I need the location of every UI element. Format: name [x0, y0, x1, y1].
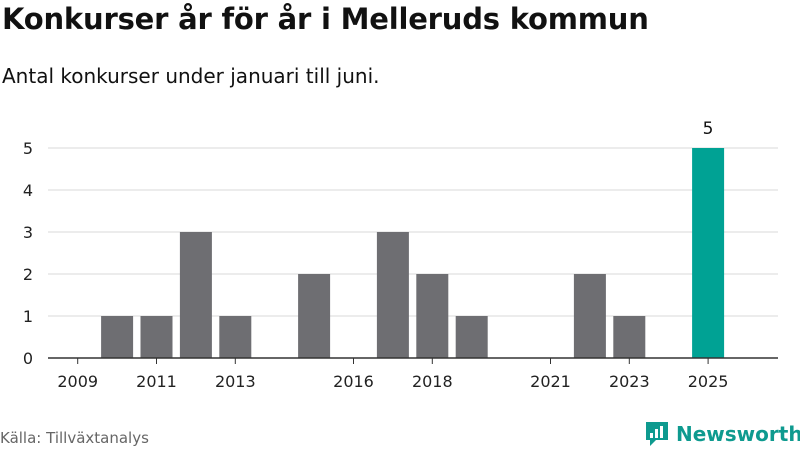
bar-2017	[376, 232, 409, 358]
x-tick-label: 2011	[136, 372, 177, 391]
source-note: Källa: Tillväxtanalys	[0, 429, 149, 447]
x-tick-label: 2023	[609, 372, 650, 391]
y-tick-label: 4	[23, 181, 33, 200]
y-tick-label: 5	[23, 139, 33, 158]
bar-2013	[219, 316, 252, 358]
bar-2022	[573, 274, 606, 358]
x-tick-label: 2013	[215, 372, 256, 391]
bar-2012	[179, 232, 212, 358]
x-tick-label: 2025	[688, 372, 729, 391]
bar-2025	[692, 148, 725, 358]
y-tick-label: 2	[23, 265, 33, 284]
bar-2019	[455, 316, 488, 358]
x-tick-label: 2018	[412, 372, 453, 391]
data-label: 5	[703, 119, 714, 139]
chart-subtitle: Antal konkurser under januari till juni.	[2, 64, 380, 88]
x-tick-label: 2021	[530, 372, 571, 391]
y-tick-label: 3	[23, 223, 33, 242]
newsworthy-logo: Newsworthy	[644, 420, 800, 448]
bar-2010	[101, 316, 134, 358]
newsworthy-logo-icon	[646, 422, 668, 446]
bar-2023	[613, 316, 646, 358]
y-tick-label: 0	[23, 349, 33, 368]
bar-2015	[298, 274, 331, 358]
newsworthy-logo-text: Newsworthy	[676, 422, 800, 446]
bar-2018	[416, 274, 449, 358]
x-tick-label: 2016	[333, 372, 374, 391]
x-tick-label: 2009	[57, 372, 98, 391]
y-tick-label: 1	[23, 307, 33, 326]
bar-chart: 0 1 2 3 4 5 2009 2011 2013 2016 2018 2021 2023 2025 5	[23, 119, 778, 391]
chart-title: Konkurser år för år i Melleruds kommun	[2, 2, 649, 36]
bar-2011	[140, 316, 173, 358]
